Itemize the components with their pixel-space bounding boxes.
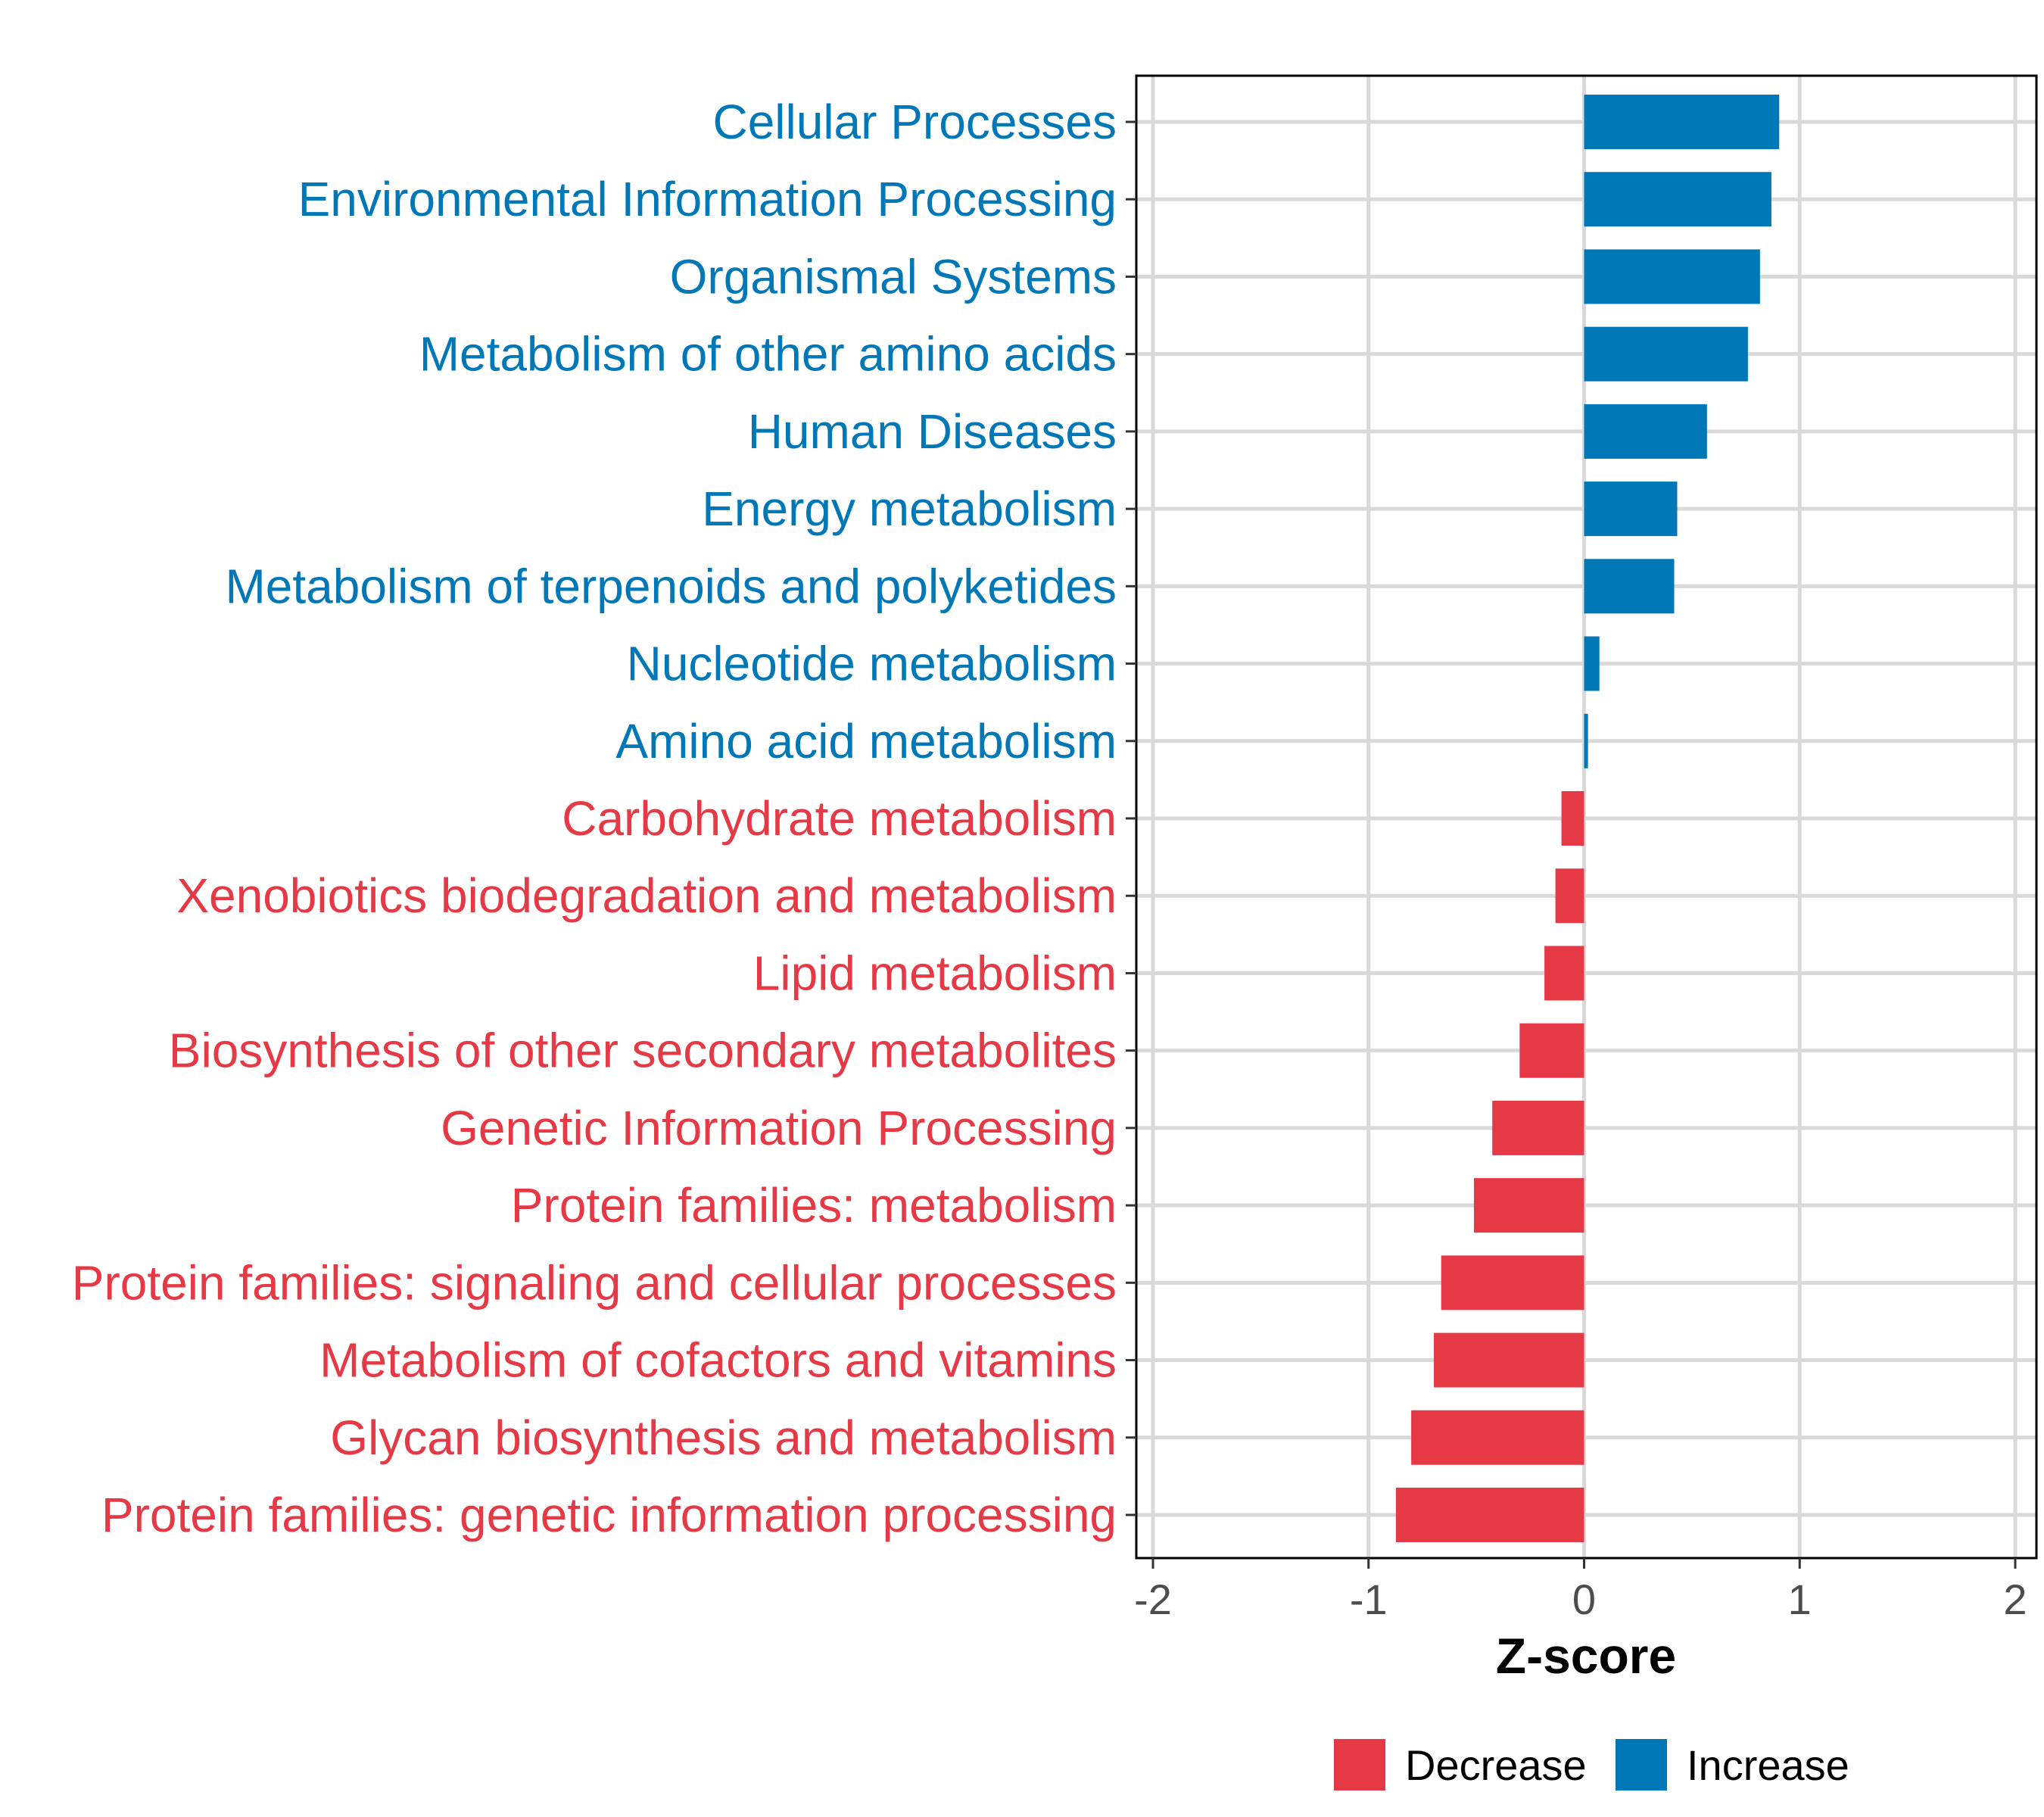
y-tick-label: Genetic Information Processing	[441, 1101, 1117, 1155]
y-tick-label: Carbohydrate metabolism	[562, 791, 1117, 846]
x-axis-ticks: -2 -1 0 1 2	[1134, 1558, 2027, 1623]
y-tick-label: Metabolism of other amino acids	[419, 327, 1117, 382]
y-tick-label: Nucleotide metabolism	[627, 637, 1117, 691]
bar	[1584, 249, 1760, 304]
x-tick-label: 0	[1572, 1575, 1596, 1623]
bar	[1544, 946, 1584, 1001]
y-tick-label: Biosynthesis of other secondary metaboli…	[169, 1024, 1117, 1078]
x-tick-label: 2	[2003, 1575, 2027, 1623]
bar	[1584, 95, 1780, 149]
bar	[1395, 1488, 1584, 1542]
bar	[1473, 1178, 1584, 1233]
y-tick-label: Metabolism of terpenoids and polyketides	[225, 559, 1117, 613]
panel-border	[1135, 74, 2038, 1560]
y-tick-label: Xenobiotics biodegradation and metabolis…	[176, 868, 1117, 923]
bar	[1555, 868, 1584, 924]
y-tick-label: Energy metabolism	[702, 482, 1117, 536]
bar	[1584, 636, 1600, 691]
bar	[1492, 1100, 1584, 1155]
bar	[1519, 1023, 1584, 1078]
bar	[1584, 559, 1675, 614]
bar	[1584, 326, 1748, 382]
y-tick-label: Protein families: genetic information pr…	[101, 1488, 1117, 1542]
y-tick-label: Environmental Information Processing	[298, 172, 1117, 226]
legend: Decrease Increase	[1334, 1739, 1849, 1791]
bar	[1584, 482, 1678, 537]
y-tick-label: Protein families: signaling and cellular…	[72, 1255, 1117, 1310]
y-axis-labels: Cellular Processes Environmental Informat…	[72, 95, 1136, 1542]
bar	[1584, 404, 1707, 459]
y-tick-label: Glycan biosynthesis and metabolism	[330, 1410, 1117, 1465]
y-tick-label: Human Diseases	[748, 404, 1117, 459]
x-tick-label: -2	[1134, 1575, 1172, 1623]
y-tick-label: Organismal Systems	[670, 249, 1117, 304]
bar	[1434, 1332, 1584, 1388]
bar	[1584, 713, 1588, 768]
x-tick-label: 1	[1788, 1575, 1812, 1623]
y-tick-label: Cellular Processes	[712, 95, 1117, 149]
bar	[1584, 172, 1771, 227]
legend-label-decrease: Decrease	[1405, 1741, 1587, 1789]
y-tick-label: Amino acid metabolism	[615, 714, 1117, 768]
bar	[1441, 1255, 1584, 1311]
y-tick-label: Metabolism of cofactors and vitamins	[319, 1333, 1117, 1388]
legend-label-increase: Increase	[1687, 1741, 1849, 1789]
legend-swatch-decrease	[1334, 1739, 1385, 1791]
y-tick-label: Protein families: metabolism	[511, 1178, 1117, 1233]
y-tick-label: Lipid metabolism	[753, 946, 1117, 1000]
bar	[1411, 1410, 1584, 1465]
legend-swatch-increase	[1616, 1739, 1667, 1791]
bar	[1561, 791, 1584, 846]
bars	[1395, 95, 1780, 1542]
x-axis-title: Z-score	[1496, 1628, 1676, 1684]
x-tick-label: -1	[1350, 1575, 1388, 1623]
